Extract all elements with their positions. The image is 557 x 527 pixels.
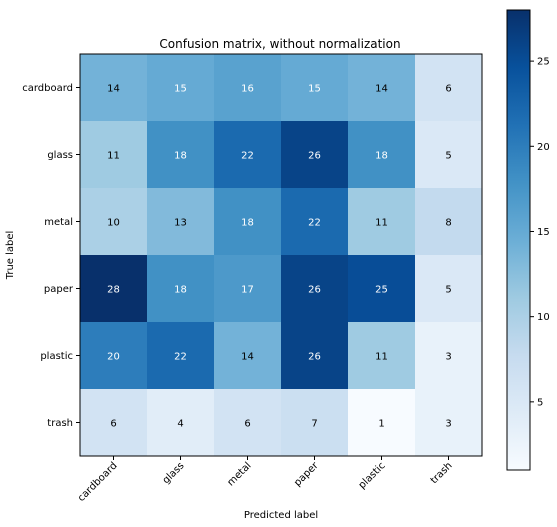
colorbar-tick-label: 10 <box>537 312 550 323</box>
heatmap-cell <box>348 322 416 390</box>
cell-value-label: 6 <box>244 419 250 430</box>
colorbar-tick-label: 15 <box>537 227 550 238</box>
chart-title: Confusion matrix, without normalization <box>159 37 400 51</box>
cell-value-label: 14 <box>375 84 388 95</box>
heatmap-cell <box>281 389 349 457</box>
heatmap-cell <box>348 389 416 457</box>
heatmap-cell <box>415 54 483 122</box>
cell-value-label: 6 <box>110 419 116 430</box>
cell-value-label: 6 <box>445 84 451 95</box>
cell-value-label: 4 <box>177 419 183 430</box>
colorbar-ticks: 5 10 15 20 25 <box>530 57 550 408</box>
cell-value-label: 18 <box>375 151 388 162</box>
cell-value-label: 28 <box>107 285 120 296</box>
heatmap-cell <box>214 121 282 189</box>
cell-value-label: 3 <box>445 419 451 430</box>
heatmap-cell <box>415 322 483 390</box>
heatmap-cell <box>80 188 148 256</box>
heatmap-cell <box>281 54 349 122</box>
y-axis: cardboard glass metal paper plastic trash <box>22 83 80 429</box>
y-tick-label: trash <box>47 418 73 429</box>
cell-value-label: 26 <box>308 151 321 162</box>
y-tick-label: paper <box>44 284 74 295</box>
cell-value-label: 15 <box>308 84 321 95</box>
cell-value-label: 22 <box>241 151 254 162</box>
cell-value-label: 5 <box>445 285 451 296</box>
cell-value-label: 26 <box>308 285 321 296</box>
heatmap-cell <box>281 121 349 189</box>
y-tick-label: glass <box>47 150 73 161</box>
cell-value-label: 25 <box>375 285 388 296</box>
heatmap-cell <box>80 322 148 390</box>
y-tick-label: cardboard <box>22 83 73 94</box>
cell-value-label: 16 <box>241 84 254 95</box>
heatmap-cell <box>147 54 215 122</box>
heatmap-cell <box>147 188 215 256</box>
heatmap-cell <box>147 389 215 457</box>
cell-value-label: 11 <box>375 352 388 363</box>
x-axis-label: Predicted label <box>244 510 318 521</box>
heatmap-cell <box>214 389 282 457</box>
heatmap-cell <box>415 121 483 189</box>
heatmap-cell <box>80 121 148 189</box>
heatmap-cell <box>214 255 282 323</box>
cell-value-label: 7 <box>311 419 317 430</box>
heatmap-cell <box>80 389 148 457</box>
cell-value-label: 14 <box>241 352 254 363</box>
heatmap-cell <box>80 54 148 122</box>
heatmap-cell-labels: 14 15 16 15 14 611 18 22 26 18 510 13 18 22 11 828 18 17 2… <box>107 84 452 430</box>
heatmap-cell <box>348 255 416 323</box>
cell-value-label: 11 <box>375 218 388 229</box>
cell-value-label: 10 <box>107 218 120 229</box>
y-axis-label: True label <box>5 231 16 281</box>
cell-value-label: 15 <box>174 84 187 95</box>
heatmap-cell <box>415 188 483 256</box>
heatmap-cell <box>281 188 349 256</box>
heatmap-cell <box>80 255 148 323</box>
cell-value-label: 18 <box>174 285 187 296</box>
heatmap-cell <box>147 121 215 189</box>
heatmap-cell <box>281 255 349 323</box>
cell-value-label: 26 <box>308 352 321 363</box>
heatmap-cell <box>147 255 215 323</box>
heatmap-cell <box>348 54 416 122</box>
heatmap-cell <box>147 322 215 390</box>
y-tick-label: plastic <box>40 351 73 362</box>
cell-value-label: 3 <box>445 352 451 363</box>
heatmap-cell <box>214 54 282 122</box>
cell-value-label: 18 <box>174 151 187 162</box>
cell-value-label: 8 <box>445 218 451 229</box>
plot-frame <box>79 53 483 457</box>
heatmap-cell <box>214 322 282 390</box>
cell-value-label: 18 <box>241 218 254 229</box>
heatmap-cell <box>348 188 416 256</box>
cell-value-label: 22 <box>308 218 321 229</box>
cell-value-label: 22 <box>174 352 187 363</box>
heatmap-cell <box>415 389 483 457</box>
heatmap-cell <box>415 255 483 323</box>
colorbar-tick-label: 5 <box>537 397 543 408</box>
colorbar-tick-label: 20 <box>537 142 550 153</box>
heatmap-cells <box>80 54 483 457</box>
cell-value-label: 13 <box>174 218 187 229</box>
cell-value-label: 14 <box>107 84 120 95</box>
colorbar-tick-label: 25 <box>537 57 550 68</box>
heatmap-cell <box>281 322 349 390</box>
heatmap-cell <box>348 121 416 189</box>
colorbar <box>506 9 531 471</box>
cell-value-label: 17 <box>241 285 254 296</box>
cell-value-label: 11 <box>107 151 120 162</box>
y-tick-label: metal <box>44 217 73 228</box>
cell-value-label: 1 <box>378 419 384 430</box>
cell-value-label: 20 <box>107 352 120 363</box>
cell-value-label: 5 <box>445 151 451 162</box>
heatmap-cell <box>214 188 282 256</box>
